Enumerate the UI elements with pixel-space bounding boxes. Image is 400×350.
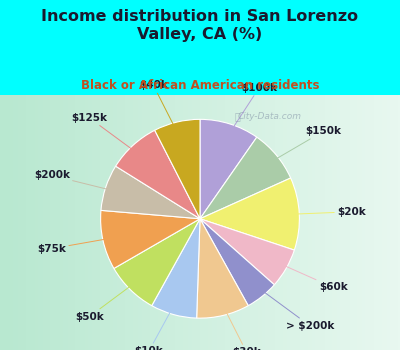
Wedge shape xyxy=(197,219,248,318)
Text: $200k: $200k xyxy=(34,170,123,193)
Text: $30k: $30k xyxy=(219,298,261,350)
Text: > $200k: > $200k xyxy=(251,282,334,331)
Text: $50k: $50k xyxy=(75,277,143,322)
Wedge shape xyxy=(200,178,299,250)
Text: $60k: $60k xyxy=(270,259,348,292)
Wedge shape xyxy=(101,166,200,219)
Text: $100k: $100k xyxy=(224,83,277,141)
Text: $20k: $20k xyxy=(282,207,366,217)
Wedge shape xyxy=(101,210,200,268)
Wedge shape xyxy=(155,119,200,219)
Wedge shape xyxy=(116,130,200,219)
Wedge shape xyxy=(200,219,294,285)
Text: $125k: $125k xyxy=(71,113,145,159)
Text: City-Data.com: City-Data.com xyxy=(238,112,302,121)
Text: $75k: $75k xyxy=(37,237,120,254)
Wedge shape xyxy=(200,137,291,219)
Text: Black or African American residents: Black or African American residents xyxy=(81,79,319,92)
Wedge shape xyxy=(114,219,200,306)
Text: Income distribution in San Lorenzo
Valley, CA (%): Income distribution in San Lorenzo Valle… xyxy=(42,9,358,42)
Wedge shape xyxy=(200,119,257,219)
Wedge shape xyxy=(152,219,200,318)
Text: ⓘ: ⓘ xyxy=(234,111,240,121)
Wedge shape xyxy=(200,219,274,306)
Text: $10k: $10k xyxy=(135,297,178,350)
Text: $40k: $40k xyxy=(139,80,181,140)
Text: $150k: $150k xyxy=(263,126,342,167)
